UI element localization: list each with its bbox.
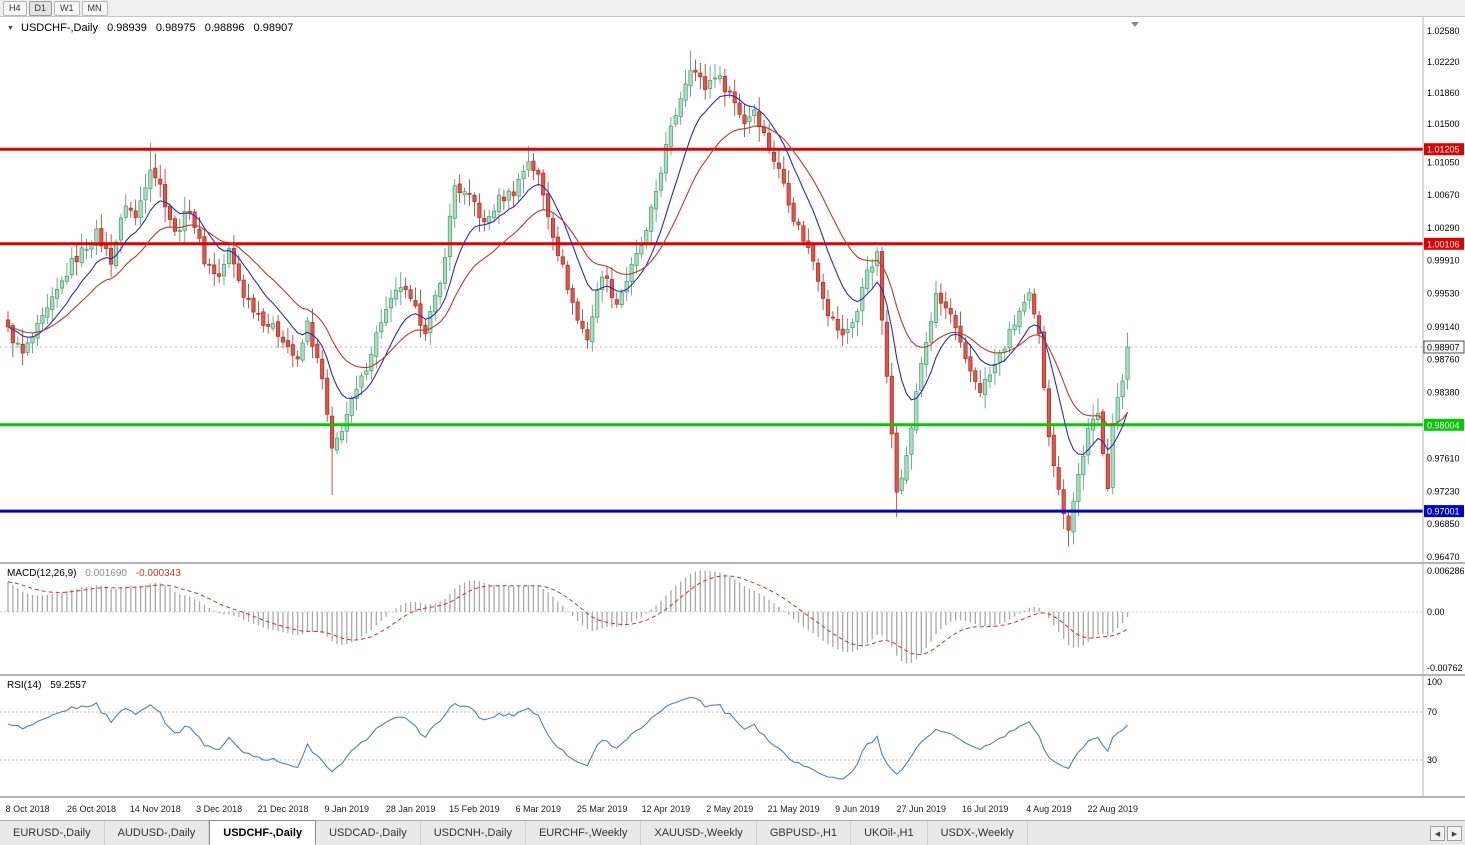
svg-text:27 Jun 2019: 27 Jun 2019 xyxy=(897,804,947,814)
rsi-line xyxy=(7,696,1128,780)
tabs-scroll-right-icon[interactable]: ▶ xyxy=(1447,826,1462,841)
svg-text:1.01500: 1.01500 xyxy=(1427,119,1460,129)
svg-text:4 Aug 2019: 4 Aug 2019 xyxy=(1026,804,1072,814)
svg-text:1.01205: 1.01205 xyxy=(1427,145,1460,155)
svg-text:0.99910: 0.99910 xyxy=(1427,256,1460,266)
candlesticks xyxy=(5,50,1130,547)
svg-text:30: 30 xyxy=(1427,755,1437,765)
macd-signal-value: -0.000343 xyxy=(135,568,181,579)
ma-fast-line xyxy=(7,94,1129,456)
svg-text:12 Apr 2019: 12 Apr 2019 xyxy=(642,804,691,814)
timeframe-button-d1[interactable]: D1 xyxy=(28,0,53,16)
svg-text:9 Jun 2019: 9 Jun 2019 xyxy=(835,804,880,814)
svg-text:1.01860: 1.01860 xyxy=(1427,88,1460,98)
svg-text:28 Jan 2019: 28 Jan 2019 xyxy=(386,804,436,814)
date-axis-labels: 8 Oct 2018 26 Oct 2018 14 Nov 2018 3 Dec 20… xyxy=(6,804,1138,814)
svg-text:0.98380: 0.98380 xyxy=(1427,387,1460,397)
panel-separator[interactable] xyxy=(0,674,1465,676)
svg-text:1.00670: 1.00670 xyxy=(1427,190,1460,200)
svg-text:-0.00762: -0.00762 xyxy=(1427,663,1463,673)
ohlc-low: 0.98896 xyxy=(204,22,245,34)
price-axis-labels: 1.02580 1.02220 1.01860 1.01500 1.01050 1.006… xyxy=(1427,26,1460,562)
timeframe-button-w1[interactable]: W1 xyxy=(54,0,80,16)
svg-text:21 May 2019: 21 May 2019 xyxy=(768,804,820,814)
chart-tab-usdchf-daily[interactable]: USDCHF-,Daily xyxy=(209,820,317,845)
svg-text:21 Dec 2018: 21 Dec 2018 xyxy=(257,804,308,814)
chart-tab-eurusd-daily[interactable]: EURUSD-,Daily xyxy=(0,821,105,845)
svg-text:25 Mar 2019: 25 Mar 2019 xyxy=(577,804,628,814)
svg-text:0.006286: 0.006286 xyxy=(1427,566,1465,576)
chart-shift-marker-icon[interactable] xyxy=(1131,22,1139,27)
svg-text:0.97230: 0.97230 xyxy=(1427,486,1460,496)
svg-text:2 May 2019: 2 May 2019 xyxy=(706,804,753,814)
tabs-scroll-left-icon[interactable]: ◀ xyxy=(1430,826,1445,841)
svg-text:3 Dec 2018: 3 Dec 2018 xyxy=(196,804,242,814)
symbol-dropdown-icon[interactable]: ▼ xyxy=(7,24,14,32)
macd-signal-line xyxy=(7,575,1128,656)
svg-text:6 Mar 2019: 6 Mar 2019 xyxy=(516,804,562,814)
svg-text:1.01050: 1.01050 xyxy=(1427,158,1460,168)
svg-text:0.97610: 0.97610 xyxy=(1427,454,1460,464)
ohlc-open: 0.98939 xyxy=(107,22,147,34)
chart-tab-usdcad-daily[interactable]: USDCAD-,Daily xyxy=(316,821,421,845)
macd-histogram xyxy=(7,570,1129,664)
svg-text:9 Jan 2019: 9 Jan 2019 xyxy=(325,804,370,814)
chart-tab-audusd-daily[interactable]: AUDUSD-,Daily xyxy=(105,821,210,845)
chart-tab-ukoil-h1[interactable]: UKOil-,H1 xyxy=(851,821,928,845)
macd-name: MACD(12,26,9) xyxy=(7,568,77,579)
timeframe-button-mn[interactable]: MN xyxy=(81,0,108,16)
rsi-name: RSI(14) xyxy=(7,680,42,691)
svg-text:22 Aug 2019: 22 Aug 2019 xyxy=(1088,804,1139,814)
symbol-label: USDCHF-,Daily xyxy=(21,22,98,34)
chart-tab-usdcnh-daily[interactable]: USDCNH-,Daily xyxy=(421,821,526,845)
macd-main-value: 0.001690 xyxy=(85,568,127,579)
svg-text:0.98004: 0.98004 xyxy=(1427,420,1460,430)
ohlc-high: 0.98975 xyxy=(155,22,196,34)
svg-text:1.02580: 1.02580 xyxy=(1427,26,1460,36)
ohlc-close: 0.98907 xyxy=(253,22,294,34)
svg-text:0.96470: 0.96470 xyxy=(1427,552,1460,562)
svg-text:15 Feb 2019: 15 Feb 2019 xyxy=(449,804,500,814)
ma-slow-line xyxy=(7,125,1128,426)
svg-text:14 Nov 2018: 14 Nov 2018 xyxy=(130,804,181,814)
svg-text:1.00106: 1.00106 xyxy=(1427,239,1460,249)
chart-tabs-bar: ◀ ▶ EURUSD-,Daily AUDUSD-,Daily USDCHF-,Da… xyxy=(0,820,1465,845)
svg-text:26 Oct 2018: 26 Oct 2018 xyxy=(67,804,116,814)
svg-text:0.98760: 0.98760 xyxy=(1427,355,1460,365)
macd-axis-labels: 0.006286 0.00 -0.00762 xyxy=(1427,566,1465,673)
chart-svg[interactable]: 1.02580 1.02220 1.01860 1.01500 1.01050 1.006… xyxy=(0,17,1465,820)
chart-window[interactable]: 1.02580 1.02220 1.01860 1.01500 1.01050 1.006… xyxy=(0,17,1465,820)
chart-tab-usdx-weekly[interactable]: USDX-,Weekly xyxy=(928,821,1028,845)
svg-text:0.99140: 0.99140 xyxy=(1427,322,1460,332)
svg-text:1.00290: 1.00290 xyxy=(1427,223,1460,233)
svg-text:1.02220: 1.02220 xyxy=(1427,57,1460,67)
macd-indicator-label: MACD(12,26,9) 0.001690 -0.000343 xyxy=(7,568,187,579)
svg-text:8 Oct 2018: 8 Oct 2018 xyxy=(6,804,50,814)
price-tags: 1.01205 1.00106 0.98004 0.97001 0.98907 xyxy=(1423,143,1465,518)
svg-text:0.99530: 0.99530 xyxy=(1427,288,1460,298)
svg-text:0.96850: 0.96850 xyxy=(1427,519,1460,529)
svg-text:16 Jul 2019: 16 Jul 2019 xyxy=(962,804,1009,814)
panel-separator[interactable] xyxy=(0,796,1465,798)
chart-tab-eurchf-weekly[interactable]: EURCHF-,Weekly xyxy=(526,821,642,845)
chart-title: ▼ USDCHF-,Daily 0.98939 0.98975 0.98896 … xyxy=(7,22,299,34)
rsi-indicator-label: RSI(14) 59.2557 xyxy=(7,680,92,691)
rsi-value: 59.2557 xyxy=(50,680,87,691)
chart-tab-gbpusd-h1[interactable]: GBPUSD-,H1 xyxy=(757,821,852,845)
svg-text:0.97001: 0.97001 xyxy=(1427,507,1460,517)
timeframe-button-h4[interactable]: H4 xyxy=(3,0,27,16)
svg-text:0.00: 0.00 xyxy=(1427,607,1445,617)
svg-text:100: 100 xyxy=(1427,677,1442,687)
svg-text:0.98907: 0.98907 xyxy=(1427,343,1460,353)
rsi-axis-labels: 100 70 30 xyxy=(1427,677,1442,765)
svg-text:70: 70 xyxy=(1427,707,1437,717)
timeframe-toolbar: H4 D1 W1 MN xyxy=(0,0,1465,17)
panel-separator[interactable] xyxy=(0,562,1465,564)
chart-tab-xauusd-weekly[interactable]: XAUUSD-,Weekly xyxy=(641,821,757,845)
